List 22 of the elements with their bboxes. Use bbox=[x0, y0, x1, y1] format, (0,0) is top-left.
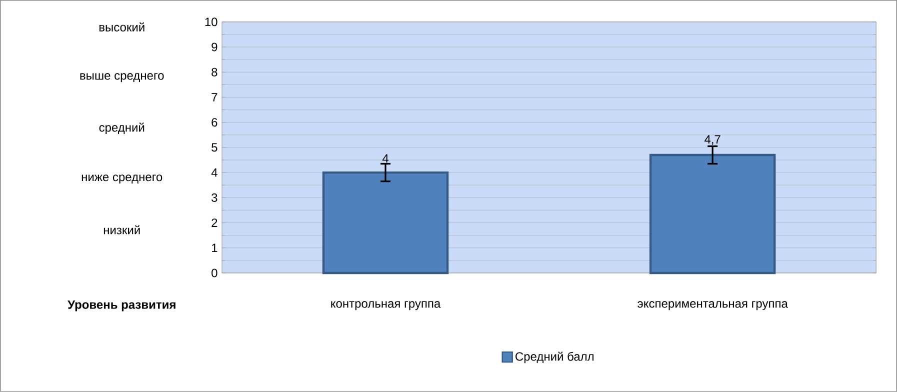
y-tick-label: 6 bbox=[212, 118, 218, 127]
data-label: 4 bbox=[382, 154, 388, 163]
y-tick-label: 9 bbox=[212, 42, 218, 52]
y-tick-label: 10 bbox=[205, 18, 218, 26]
text: выше среднего bbox=[80, 73, 164, 82]
y-tick-label: 7 bbox=[212, 93, 218, 102]
x-tick-label: контрольная группа bbox=[331, 301, 441, 310]
y-tick-label: 3 bbox=[212, 193, 218, 202]
text: Уровень развития bbox=[68, 300, 176, 312]
text: высокий bbox=[99, 22, 144, 32]
text: средний bbox=[99, 122, 144, 134]
y-tick-label: 5 bbox=[212, 143, 218, 152]
y-tick-label: 8 bbox=[212, 68, 218, 76]
y-tick-label: 2 bbox=[212, 218, 218, 227]
y-tick-label: 4 bbox=[211, 168, 218, 177]
data-label: 4,7 bbox=[704, 135, 720, 146]
text: ниже среднего bbox=[82, 174, 162, 184]
x-tick-label: экспериментальная группа bbox=[638, 301, 788, 310]
text: низкий bbox=[104, 225, 140, 234]
legend-label: Средний балл bbox=[516, 352, 594, 364]
y-tick-label: 1 bbox=[212, 244, 218, 252]
y-tick-label: 0 bbox=[212, 268, 218, 278]
